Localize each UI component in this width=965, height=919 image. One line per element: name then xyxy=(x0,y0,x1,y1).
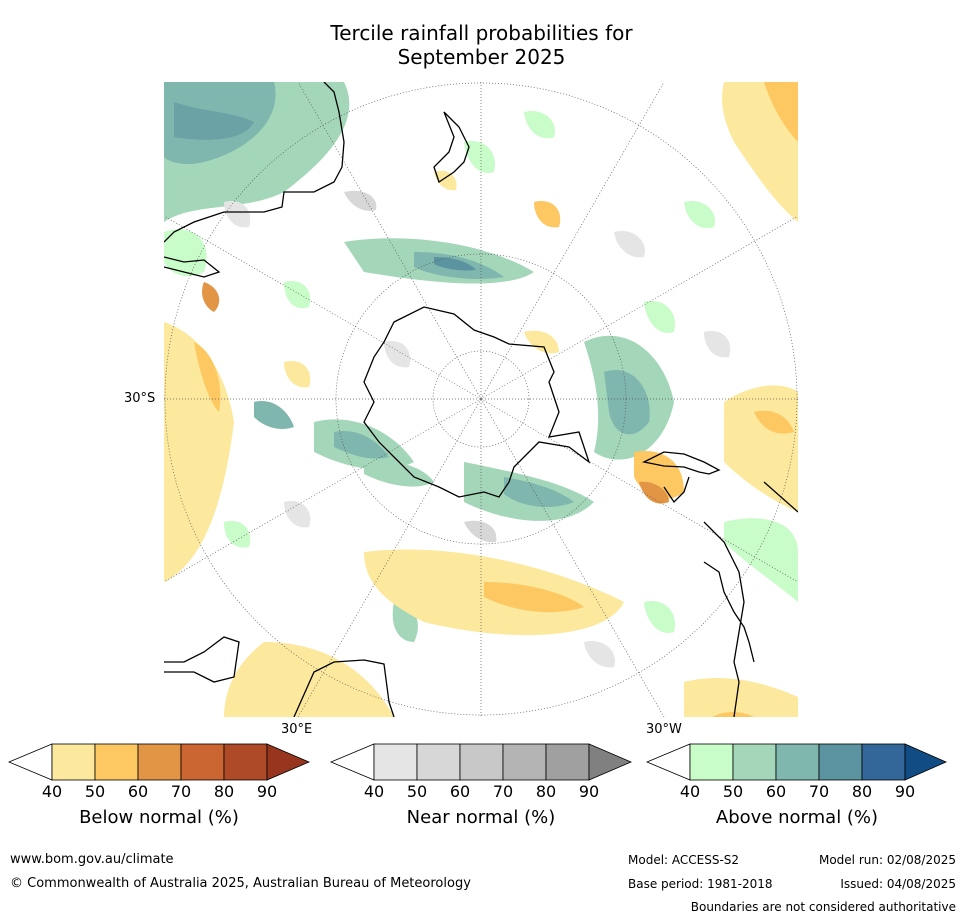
lon-label-30e: 30°E xyxy=(281,722,313,737)
model-run-label: Model run: 02/08/2025 xyxy=(818,853,956,867)
colorbar-below-normal-graphic xyxy=(7,743,311,781)
colorbar-above-swatch-80-90 xyxy=(861,743,906,781)
colorbar-above-swatch-70-80 xyxy=(818,743,863,781)
colorbar-above-tick: 70 xyxy=(808,782,830,801)
lat-label-30s: 30°S xyxy=(124,391,156,406)
colorbar-below-tick: 70 xyxy=(170,782,192,801)
colorbar-above-swatch-50-60 xyxy=(732,743,777,781)
map-title: Tercile rainfall probabilities for Septe… xyxy=(165,21,798,69)
website-link[interactable]: www.bom.gov.au/climate xyxy=(10,852,174,867)
colorbar-near-swatch-60-70 xyxy=(459,743,504,781)
colorbar-above-normal xyxy=(645,743,947,781)
copyright-text: © Commonwealth of Australia 2025, Austra… xyxy=(10,876,471,891)
colorbar-near-title: Near normal (%) xyxy=(406,807,556,828)
colorbar-above-swatch-60-70 xyxy=(775,743,820,781)
model-label: Model: ACCESS-S2 xyxy=(628,853,740,867)
colorbar-near-tick: 40 xyxy=(363,782,385,801)
colorbar-near-tick: 50 xyxy=(406,782,428,801)
colorbar-near-tick: 80 xyxy=(535,782,557,801)
issued-label: Issued: 04/08/2025 xyxy=(840,877,956,891)
colorbar-below-swatch-under xyxy=(7,743,53,781)
colorbar-below-tick: 40 xyxy=(41,782,63,801)
map-panel xyxy=(164,82,798,717)
colorbar-near-swatch-70-80 xyxy=(502,743,547,781)
colorbar-below-normal xyxy=(7,743,311,781)
colorbar-below-tick: 50 xyxy=(84,782,106,801)
coastlines xyxy=(164,82,798,717)
colorbar-near-tick: 90 xyxy=(578,782,600,801)
above-normal-regions xyxy=(164,82,798,642)
colorbar-below-tick: 90 xyxy=(256,782,278,801)
colorbar-above-normal-graphic xyxy=(645,743,947,781)
colorbar-below-swatch-60-70 xyxy=(137,743,182,781)
colorbar-below-title: Below normal (%) xyxy=(79,807,239,828)
colorbar-below-tick: 60 xyxy=(127,782,149,801)
near-normal-regions xyxy=(224,190,731,668)
colorbar-near-tick: 70 xyxy=(492,782,514,801)
colorbar-near-swatch-80-90 xyxy=(545,743,590,781)
colorbar-above-tick: 80 xyxy=(851,782,873,801)
colorbar-below-swatch-70-80 xyxy=(180,743,225,781)
below-normal-regions xyxy=(164,82,798,717)
colorbar-below-swatch-over xyxy=(266,743,311,781)
colorbar-near-swatch-50-60 xyxy=(416,743,461,781)
colorbar-above-tick: 60 xyxy=(765,782,787,801)
map-title-line1: Tercile rainfall probabilities for xyxy=(330,21,633,45)
colorbar-below-tick: 80 xyxy=(213,782,235,801)
colorbar-near-normal xyxy=(329,743,633,781)
colorbar-near-swatch-40-50 xyxy=(373,743,418,781)
polar-map xyxy=(164,82,798,717)
colorbar-near-swatch-under xyxy=(329,743,375,781)
colorbar-above-swatch-40-50 xyxy=(689,743,734,781)
colorbar-below-swatch-50-60 xyxy=(94,743,139,781)
lon-label-30w: 30°W xyxy=(646,722,682,737)
colorbar-near-tick: 60 xyxy=(449,782,471,801)
colorbar-above-tick: 40 xyxy=(679,782,701,801)
colorbar-above-swatch-under xyxy=(645,743,691,781)
boundaries-disclaimer: Boundaries are not considered authoritat… xyxy=(690,900,956,914)
colorbar-above-tick: 90 xyxy=(894,782,916,801)
colorbar-below-swatch-40-50 xyxy=(51,743,96,781)
colorbar-near-swatch-over xyxy=(588,743,633,781)
base-period-label: Base period: 1981-2018 xyxy=(628,877,773,891)
graticule xyxy=(164,82,798,717)
colorbar-above-title: Above normal (%) xyxy=(715,807,879,828)
colorbar-above-tick: 50 xyxy=(722,782,744,801)
colorbar-below-swatch-80-90 xyxy=(223,743,268,781)
colorbar-above-swatch-over xyxy=(904,743,947,781)
map-title-line2: September 2025 xyxy=(397,45,566,69)
colorbar-near-normal-graphic xyxy=(329,743,633,781)
